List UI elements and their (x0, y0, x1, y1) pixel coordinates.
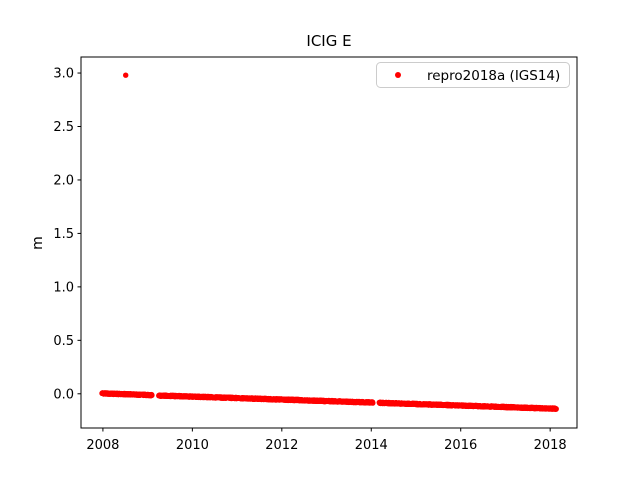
x-tick-label: 2008 (86, 438, 119, 453)
y-axis-label: m (30, 236, 46, 250)
x-tick-label: 2018 (534, 438, 567, 453)
y-tick-label: 1.5 (53, 227, 74, 242)
data-point (553, 406, 559, 412)
y-tick-label: 0.0 (53, 387, 74, 402)
x-tick-label: 2012 (265, 438, 298, 453)
x-tick-label: 2010 (176, 438, 209, 453)
y-tick-label: 3.0 (53, 67, 74, 82)
y-tick-label: 2.0 (53, 173, 74, 188)
plot-border (80, 56, 578, 429)
scatter-points-layer (99, 72, 559, 412)
y-axis-ticks: 0.0 0.5 1.0 1.5 2.0 2.5 3.0 (53, 67, 81, 402)
legend-box (376, 62, 570, 88)
y-tick-label: 0.5 (53, 334, 74, 349)
chart-title: ICIG E (306, 32, 351, 50)
legend-marker-dot (395, 72, 401, 78)
outlier-point (123, 72, 129, 78)
x-axis-ticks: 2008 2010 2012 2014 2016 2018 (86, 428, 567, 453)
legend: repro2018a (IGS14) (376, 62, 570, 88)
legend-label: repro2018a (IGS14) (427, 68, 560, 84)
y-tick-label: 2.5 (53, 120, 74, 135)
y-tick-label: 1.0 (53, 280, 74, 295)
x-tick-label: 2014 (355, 438, 388, 453)
data-point (370, 400, 376, 406)
x-tick-label: 2016 (444, 438, 477, 453)
data-point (149, 392, 155, 398)
